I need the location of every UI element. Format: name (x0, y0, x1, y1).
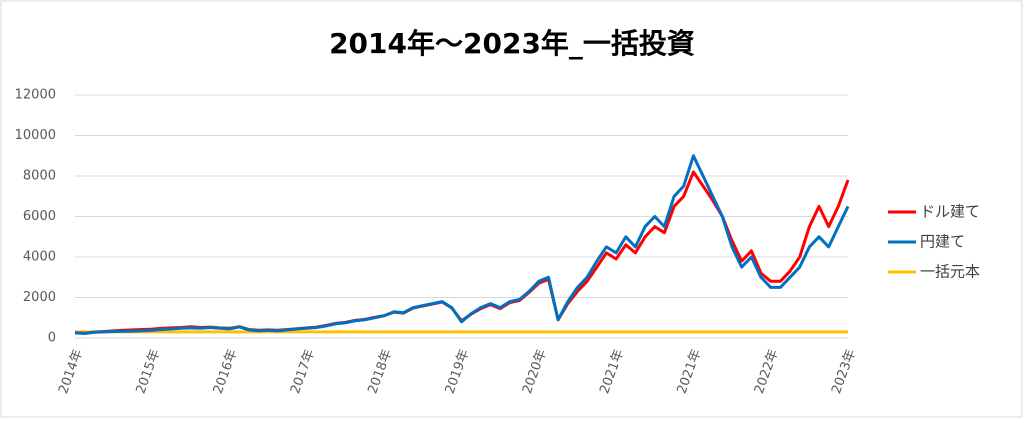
y-tick-label: 0 (48, 331, 56, 346)
legend-label: ドル建て (920, 203, 980, 221)
y-tick-label: 6000 (23, 209, 56, 224)
y-tick-label: 12000 (15, 88, 56, 103)
chart-title: 2014年～2023年_一括投資 (329, 27, 695, 60)
y-tick-label: 10000 (15, 128, 56, 143)
y-tick-label: 8000 (23, 169, 56, 184)
y-tick-label: 4000 (23, 250, 56, 265)
series-line (74, 154, 850, 335)
legend-label: 一括元本 (920, 263, 980, 281)
legend-label: 円建て (920, 233, 965, 251)
y-tick-label: 2000 (23, 290, 56, 305)
